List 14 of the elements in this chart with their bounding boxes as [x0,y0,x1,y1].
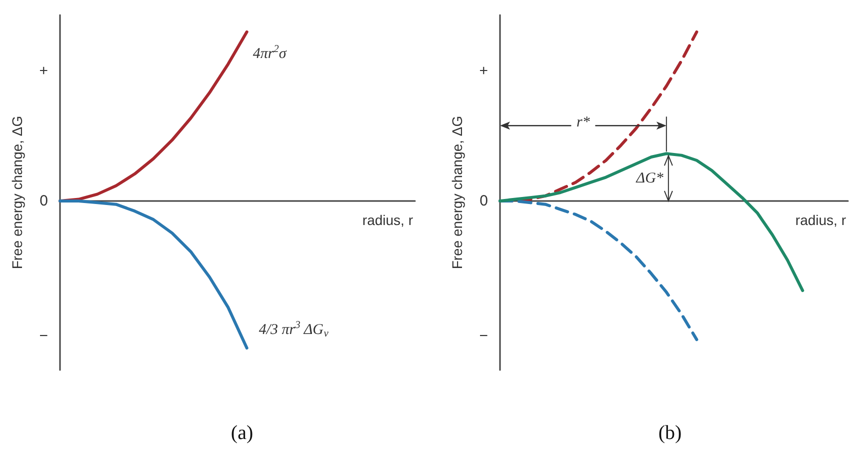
text: − [39,328,48,345]
text: (a) [230,422,254,444]
annotation: r* [576,114,590,131]
text: (b) [658,422,682,444]
x-axis-title: radius, r [795,212,846,228]
y-axis-title: Free energy change, ΔG [9,116,25,270]
text: 0 [480,192,488,210]
text: + [39,62,48,80]
annotation: ΔG* [635,170,664,186]
text: 0 [40,192,48,210]
y-axis-title: Free energy change, ΔG [449,116,465,270]
text: − [479,328,488,345]
text: + [479,62,488,80]
x-axis-title: radius, r [362,212,414,228]
